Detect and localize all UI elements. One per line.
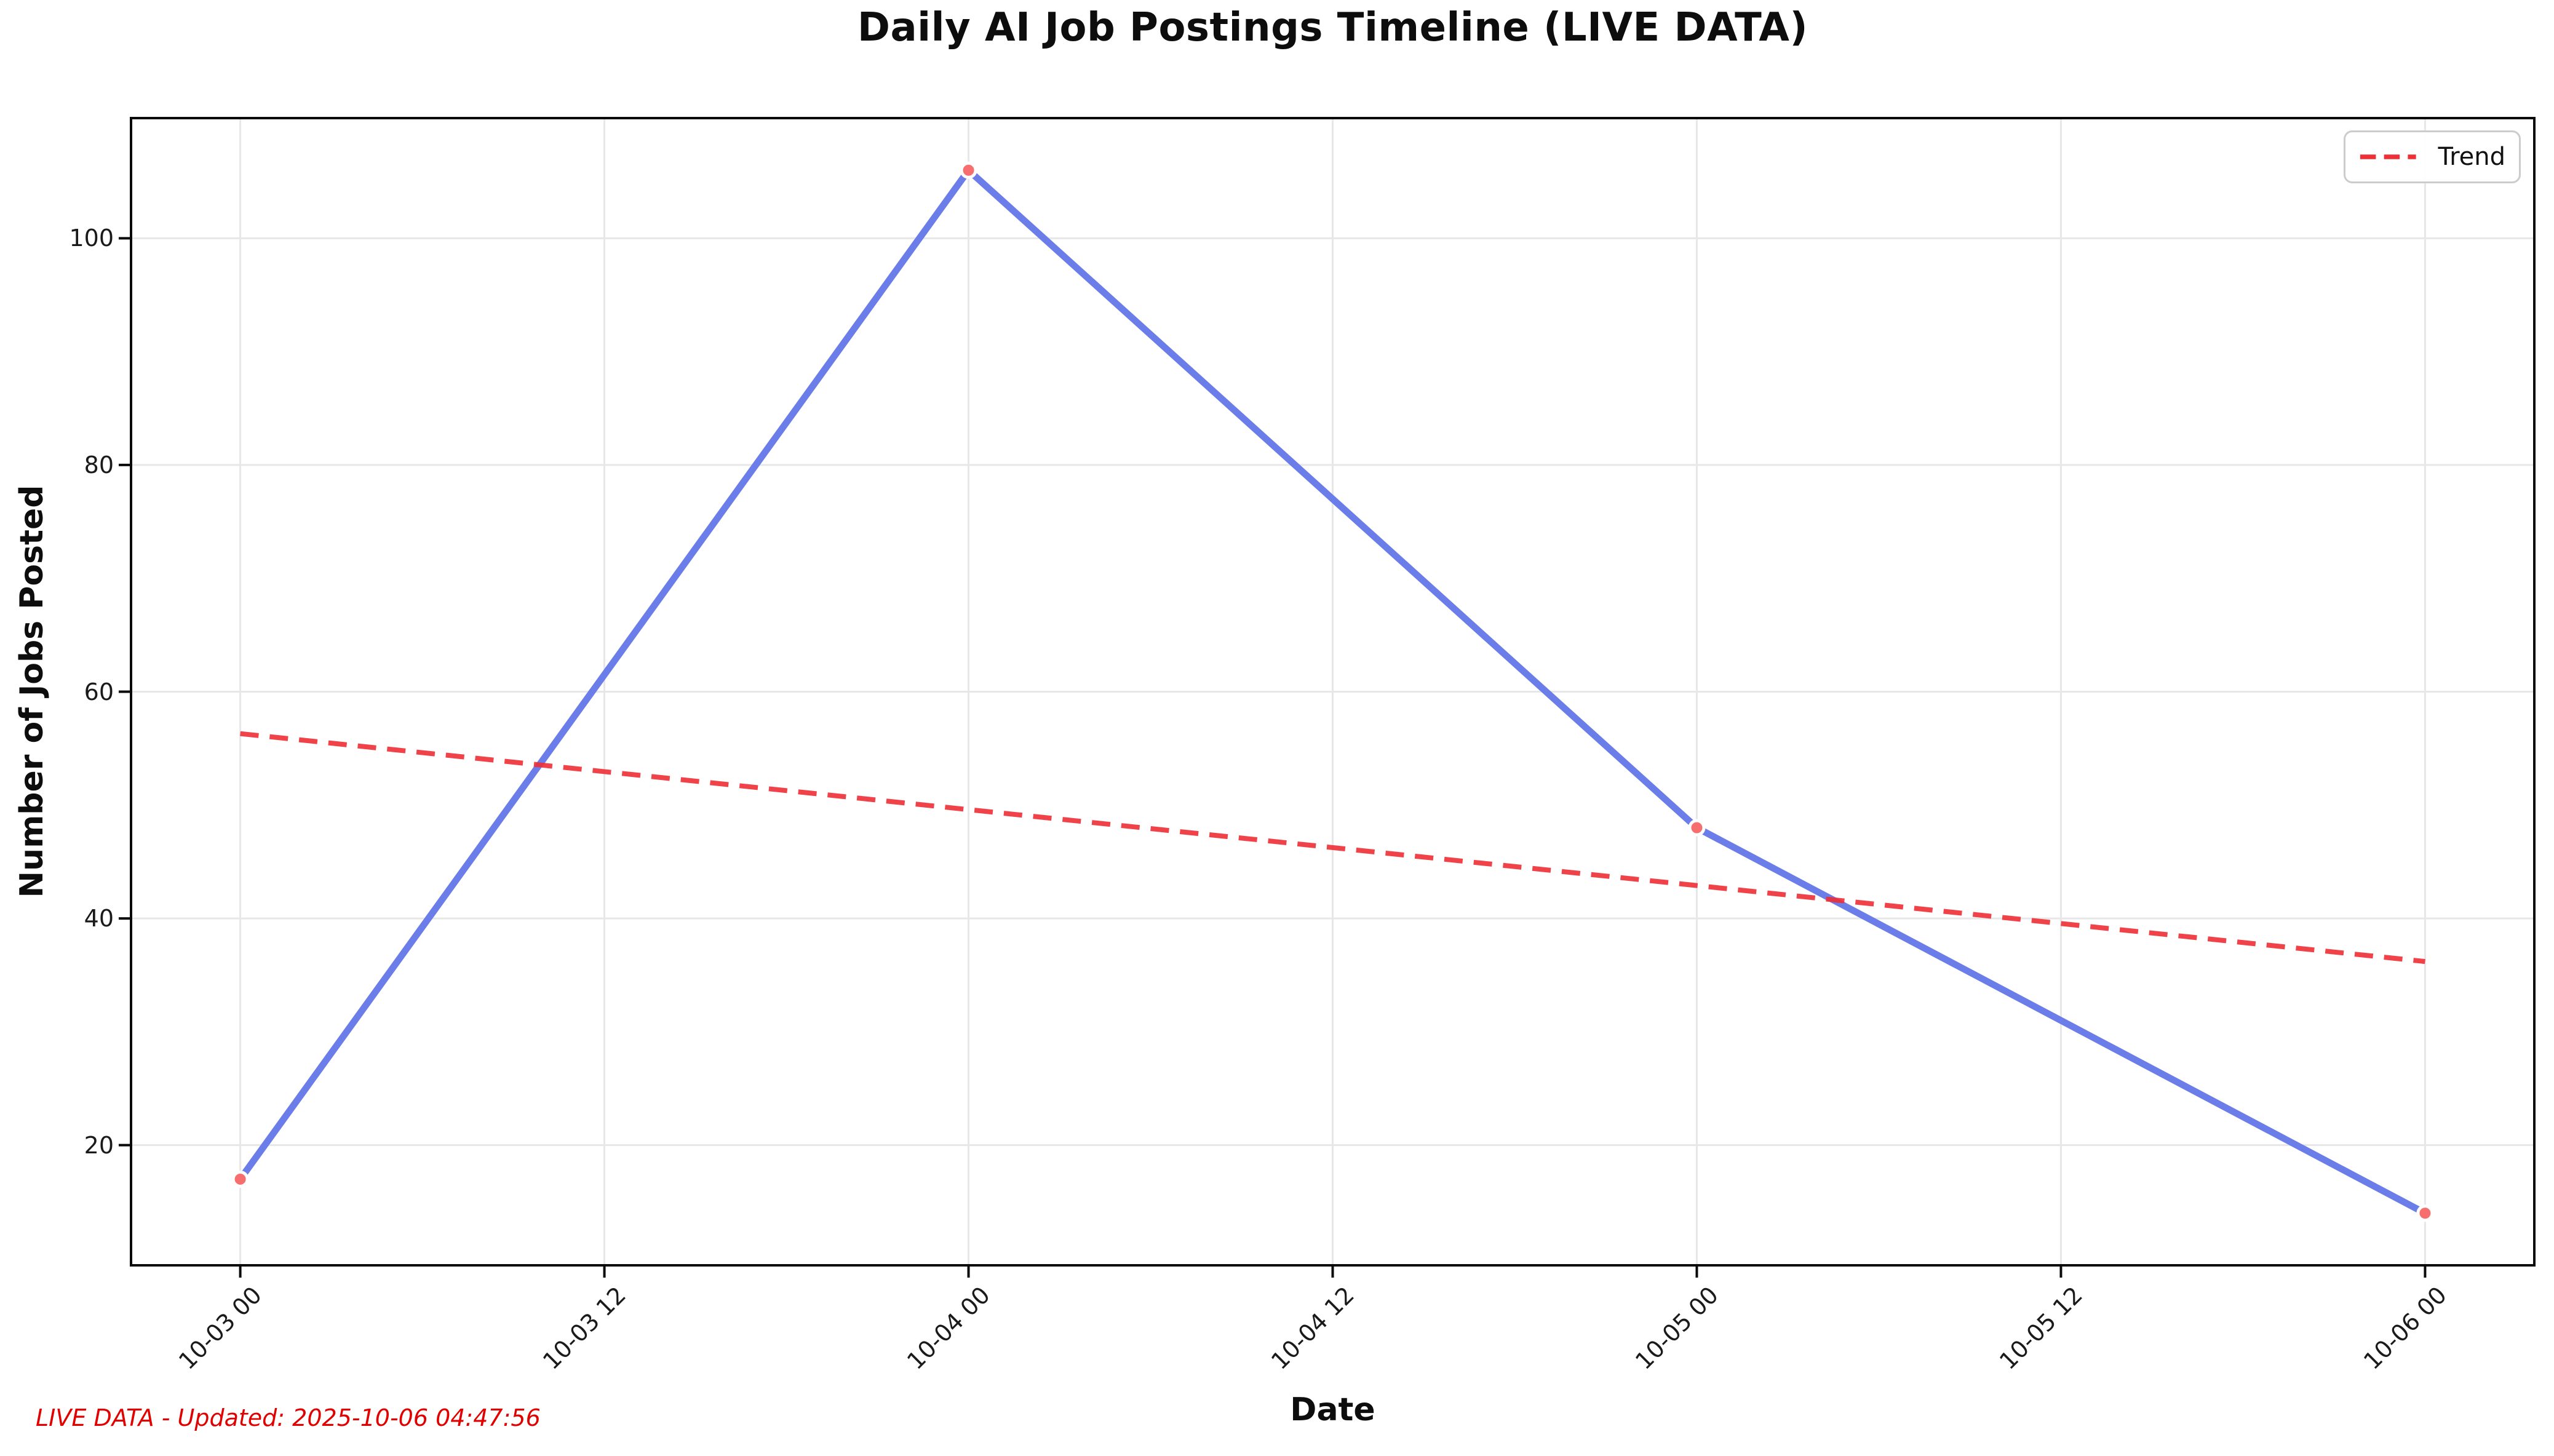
x-axis-title: Date <box>1290 1391 1375 1428</box>
legend: Trend <box>2344 130 2521 183</box>
chart-title: Daily AI Job Postings Timeline (LIVE DAT… <box>857 5 1808 50</box>
y-axis-title: Number of Jobs Posted <box>14 485 50 898</box>
y-tick-label: 80 <box>84 451 114 479</box>
legend-label-trend: Trend <box>2438 143 2505 171</box>
data-point-marker <box>1688 819 1706 837</box>
y-tick-label: 20 <box>84 1131 114 1159</box>
data-point-marker <box>960 161 977 179</box>
y-tick-label: 60 <box>84 678 114 706</box>
y-tick-label: 100 <box>69 225 114 252</box>
data-point-marker <box>231 1170 249 1188</box>
data-point-marker <box>2416 1204 2434 1222</box>
trend-line <box>240 731 2425 965</box>
live-data-note: LIVE DATA - Updated: 2025-10-06 04:47:56 <box>36 1404 541 1431</box>
trend-dashed-line-icon <box>2360 154 2416 159</box>
plot-border <box>130 117 2536 1267</box>
jobs-posted-line <box>237 167 2429 1217</box>
y-tick-label: 40 <box>84 905 114 933</box>
